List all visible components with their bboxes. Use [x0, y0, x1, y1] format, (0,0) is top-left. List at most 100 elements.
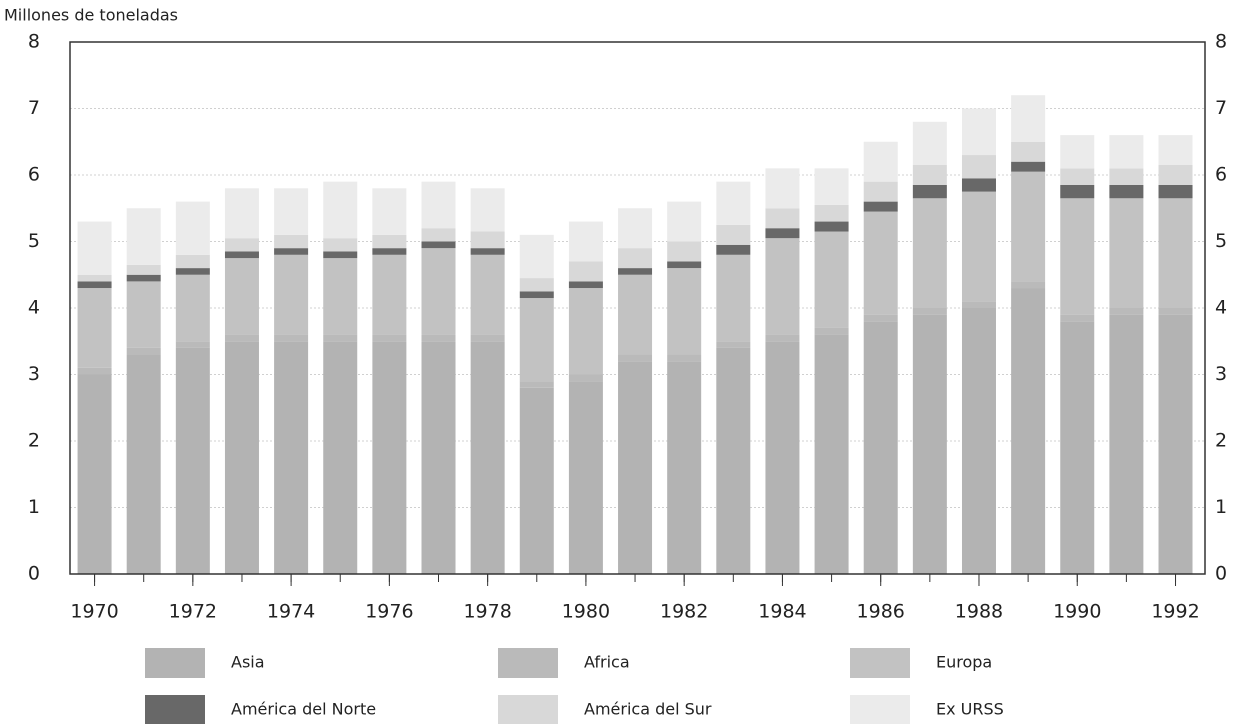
y2-tick-label: 4	[1215, 297, 1227, 319]
bar-segment	[814, 204, 849, 222]
bar-segment	[863, 181, 898, 202]
bar-segment	[1011, 161, 1046, 172]
bar-segment	[274, 188, 309, 235]
bar-segment	[1060, 184, 1095, 199]
bar-segment	[667, 261, 702, 269]
bar-segment	[568, 281, 603, 289]
bar-segment	[912, 121, 947, 166]
bar-segment	[77, 367, 112, 375]
bar-segment	[863, 201, 898, 212]
bar-segment	[765, 228, 800, 239]
bar-segment	[961, 191, 996, 302]
bar-segment	[568, 221, 603, 262]
x-tick-label: 1972	[169, 601, 217, 623]
y2-tick-label: 6	[1215, 164, 1227, 186]
bar-segment	[77, 281, 112, 289]
bar-segment	[372, 234, 407, 249]
bar-segment	[1060, 314, 1095, 322]
y-tick-label: 6	[28, 164, 40, 186]
bar-segment	[274, 234, 309, 249]
bar-segment	[1011, 141, 1046, 162]
bar-segment	[175, 201, 210, 255]
bar-segment	[1158, 184, 1193, 199]
bar-segment	[323, 238, 358, 252]
bar-segment	[1158, 308, 1193, 315]
bar-segment	[765, 341, 800, 574]
y2-tick-label: 0	[1215, 563, 1227, 585]
bar-segment	[716, 181, 751, 225]
legend-swatch	[498, 695, 558, 724]
bar-segment	[667, 354, 702, 362]
bar-segment	[667, 268, 702, 355]
y-tick-label: 4	[28, 297, 40, 319]
bar-segment	[716, 341, 751, 348]
bar-segment	[961, 178, 996, 192]
bar-segment	[1158, 135, 1193, 166]
bar-segment	[274, 341, 309, 574]
y2-tick-label: 8	[1215, 31, 1227, 53]
bar-segment	[126, 347, 161, 355]
x-tick-label: 1976	[365, 601, 413, 623]
bar-segment	[372, 188, 407, 235]
bar-segment	[568, 374, 603, 382]
bar-segment	[961, 108, 996, 156]
bar-segment	[961, 301, 996, 308]
bar-segment	[1109, 168, 1144, 185]
bar-segment	[470, 334, 505, 342]
y2-tick-label: 7	[1215, 97, 1227, 119]
bar-segment	[1109, 184, 1144, 199]
bar-segment	[814, 231, 849, 328]
bar-segment	[126, 281, 161, 348]
bar-segment	[618, 361, 653, 574]
bar-segment	[224, 238, 259, 252]
bar-segment	[175, 347, 210, 574]
y2-tick-label: 5	[1215, 230, 1227, 252]
bar-segment	[1011, 281, 1046, 289]
x-tick-label: 1986	[857, 601, 905, 623]
bar-segment	[421, 181, 456, 229]
bar-segment	[863, 321, 898, 574]
bar-segment	[224, 334, 259, 342]
bar-segment	[1011, 95, 1046, 142]
bar-segment	[1060, 321, 1095, 574]
bar-segment	[1060, 135, 1095, 169]
bar-segment	[863, 211, 898, 315]
legend-swatch	[850, 695, 910, 724]
bar-segment	[1011, 171, 1046, 282]
x-tick-label: 1970	[70, 601, 118, 623]
bar-segment	[224, 341, 259, 574]
bar-segment	[126, 208, 161, 265]
bar-segment	[1109, 308, 1144, 315]
x-tick-label: 1992	[1151, 601, 1199, 623]
bar-segment	[519, 278, 554, 292]
y-tick-label: 8	[28, 31, 40, 53]
bar-segment	[568, 261, 603, 282]
y-tick-label: 2	[28, 430, 40, 452]
bar-segment	[1060, 168, 1095, 185]
bar-segment	[372, 341, 407, 574]
bar-segment	[618, 268, 653, 275]
x-tick-label: 1974	[267, 601, 315, 623]
bar-segment	[421, 334, 456, 342]
legend-swatch	[145, 648, 205, 678]
bar-segment	[568, 288, 603, 375]
bar-segment	[126, 264, 161, 275]
y2-tick-label: 3	[1215, 363, 1227, 385]
legend-label: Europa	[936, 653, 992, 672]
bar-segment	[470, 231, 505, 249]
x-tick-label: 1982	[660, 601, 708, 623]
bar-segment	[323, 334, 358, 342]
bar-segment	[274, 248, 309, 255]
bar-segment	[765, 168, 800, 209]
bar-segment	[372, 334, 407, 342]
bar-segment	[519, 234, 554, 279]
bar-segment	[618, 248, 653, 269]
bar-segment	[77, 221, 112, 275]
legend-swatch	[145, 695, 205, 724]
bar-segment	[470, 254, 505, 335]
bar-segment	[519, 298, 554, 382]
bar-segment	[274, 334, 309, 342]
bar-segment	[912, 184, 947, 199]
bar-segment	[126, 354, 161, 574]
